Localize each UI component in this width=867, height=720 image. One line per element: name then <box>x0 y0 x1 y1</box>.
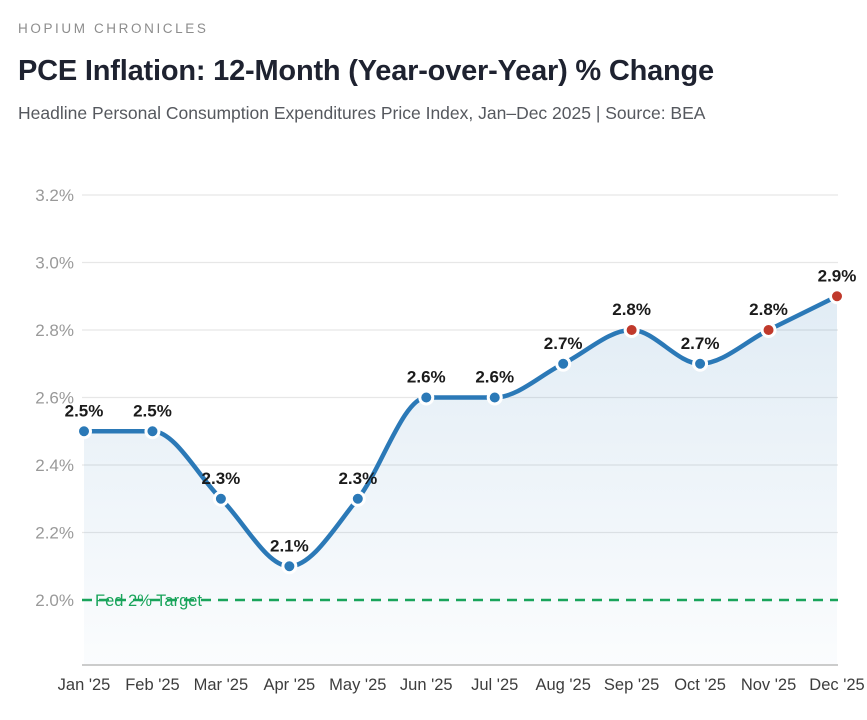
data-point-label: 2.8% <box>749 300 788 319</box>
data-point-marker <box>486 389 503 406</box>
data-point-label: 2.9% <box>818 266 857 285</box>
x-tick-label: Sep '25 <box>604 676 659 694</box>
y-tick-label: 2.8% <box>35 321 74 340</box>
data-point-marker <box>212 490 229 507</box>
data-point-label: 2.3% <box>338 469 377 488</box>
y-tick-label: 2.2% <box>35 524 74 543</box>
y-tick-label: 3.0% <box>35 254 74 273</box>
x-tick-label: Jan '25 <box>58 676 111 694</box>
data-point-label: 2.7% <box>544 334 583 353</box>
data-point-label: 2.5% <box>133 401 172 420</box>
x-tick-label: Feb '25 <box>125 676 180 694</box>
data-point-marker-highlight <box>829 288 845 305</box>
chart-header: HOPIUM CHRONICLES PCE Inflation: 12-Mont… <box>0 0 867 150</box>
y-tick-label: 2.6% <box>35 389 74 408</box>
data-point-marker <box>144 423 161 440</box>
page-title: PCE Inflation: 12-Month (Year-over-Year)… <box>18 55 714 87</box>
y-tick-label: 2.4% <box>35 456 74 475</box>
pce-line-chart: 3.2% 3.0% 2.8% 2.6% 2.4% 2.2% 2.0% Fed 2% Targe… <box>35 186 864 694</box>
y-tick-label: 3.2% <box>35 186 74 205</box>
data-point-marker <box>76 423 92 440</box>
data-point-marker <box>692 355 709 372</box>
x-tick-label: Jul '25 <box>471 676 518 694</box>
data-point-label: 2.6% <box>407 368 446 387</box>
x-tick-label: Aug '25 <box>535 676 590 694</box>
x-tick-label: Mar '25 <box>194 676 249 694</box>
chart-area: 3.2% 3.0% 2.8% 2.6% 2.4% 2.2% 2.0% Fed 2% Targe… <box>0 150 867 720</box>
data-point-label: 2.7% <box>681 334 720 353</box>
data-point-label: 2.5% <box>65 401 104 420</box>
data-point-marker <box>349 490 366 507</box>
x-tick-label: Dec '25 <box>809 676 864 694</box>
data-point-label: 2.3% <box>202 469 241 488</box>
data-point-label: 2.1% <box>270 536 309 555</box>
data-point-marker <box>418 389 435 406</box>
kicker: HOPIUM CHRONICLES <box>18 21 209 36</box>
x-tick-label: Oct '25 <box>674 676 726 694</box>
target-label: Fed 2% Target <box>95 592 202 610</box>
x-tick-label: Apr '25 <box>263 676 315 694</box>
x-tick-label: Jun '25 <box>400 676 453 694</box>
x-tick-label: Nov '25 <box>741 676 796 694</box>
data-point-marker <box>555 355 572 372</box>
data-point-marker-highlight <box>760 322 777 338</box>
subtitle: Headline Personal Consumption Expenditur… <box>18 103 706 123</box>
x-tick-label: May '25 <box>329 676 386 694</box>
y-tick-label: 2.0% <box>35 591 74 610</box>
data-point-marker <box>281 558 298 575</box>
data-point-marker-highlight <box>623 322 640 338</box>
data-point-label: 2.8% <box>612 300 651 319</box>
area-fill <box>84 296 837 665</box>
data-point-label: 2.6% <box>475 368 514 387</box>
